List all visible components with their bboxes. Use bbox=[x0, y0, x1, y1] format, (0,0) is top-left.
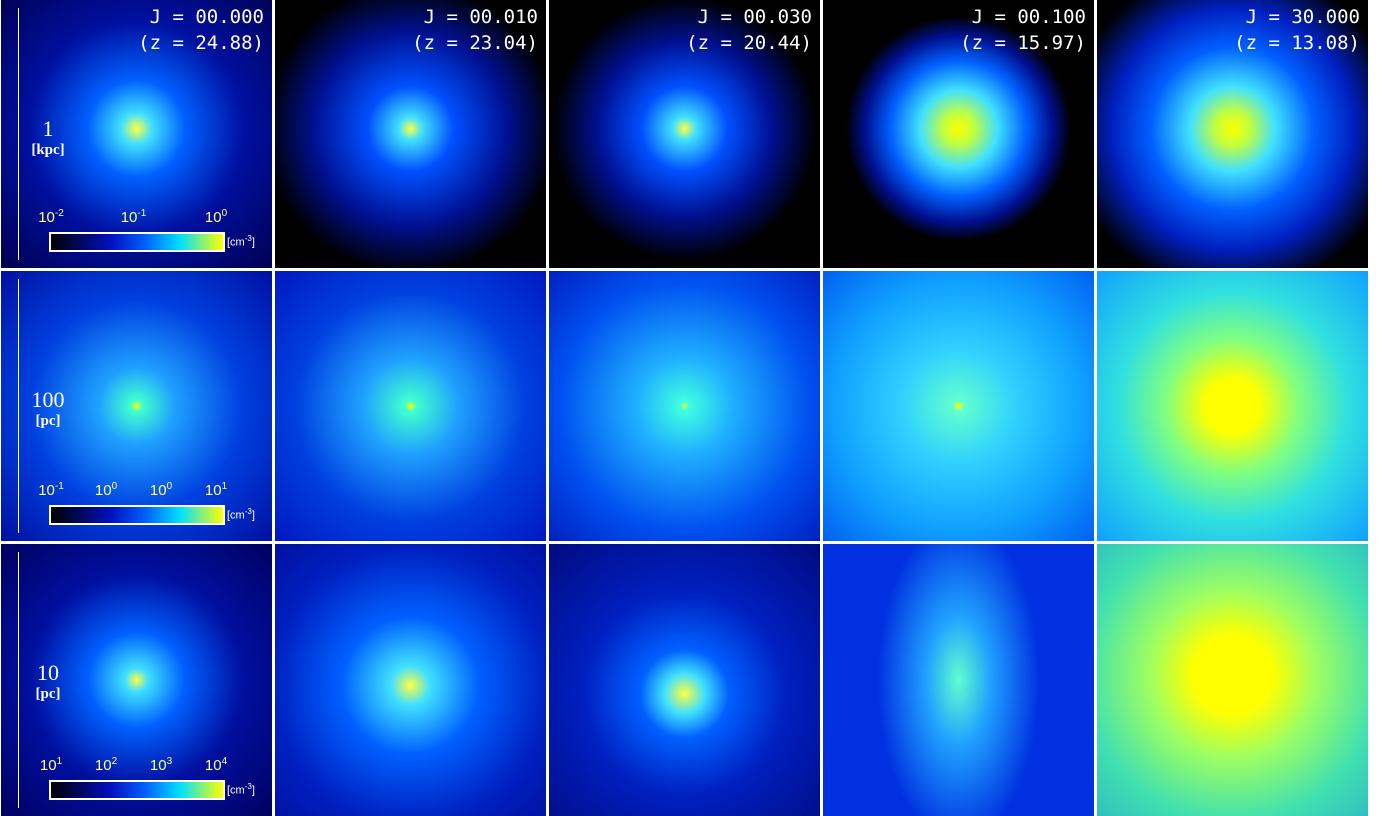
tick-base: 10 bbox=[205, 482, 222, 499]
panel bbox=[549, 271, 820, 541]
scale-arrow bbox=[18, 279, 19, 533]
tick-exponent: 3 bbox=[167, 756, 173, 767]
j-label: J = 00.100 bbox=[972, 6, 1086, 28]
unit-exponent: -3 bbox=[245, 234, 252, 243]
scale-arrow bbox=[18, 552, 19, 808]
unit-open: [cm bbox=[227, 237, 245, 249]
tick-exponent: -1 bbox=[137, 208, 146, 219]
panel: J = 00.100 (z = 15.97) bbox=[823, 0, 1094, 268]
panel bbox=[823, 544, 1094, 816]
colorbar-tick-label: 101 bbox=[40, 756, 62, 774]
tick-base: 10 bbox=[205, 209, 222, 226]
unit-exponent: -3 bbox=[245, 507, 252, 516]
colorbar-tick-label: 102 bbox=[95, 756, 117, 774]
tick-exponent: -1 bbox=[55, 481, 64, 492]
colorbar-tick-label: 100 bbox=[150, 481, 172, 499]
colorbar-tick-label: 103 bbox=[150, 756, 172, 774]
panel bbox=[275, 271, 546, 541]
tick-exponent: 2 bbox=[112, 756, 118, 767]
scale-unit: [pc] bbox=[23, 413, 73, 430]
j-label: J = 00.030 bbox=[698, 6, 812, 28]
tick-exponent: 0 bbox=[112, 481, 118, 492]
colorbar-tick-label: 10-1 bbox=[38, 481, 64, 499]
panel bbox=[1097, 544, 1368, 816]
j-label: J = 30.000 bbox=[1246, 6, 1360, 28]
tick-base: 10 bbox=[121, 209, 138, 226]
colorbar-unit: [cm-3] bbox=[227, 782, 255, 797]
panel: J = 30.000 (z = 13.08) bbox=[1097, 0, 1368, 268]
colorbar-tick-label: 101 bbox=[205, 481, 227, 499]
z-label: (z = 15.97) bbox=[960, 32, 1086, 54]
unit-exponent: -3 bbox=[245, 782, 252, 791]
tick-base: 10 bbox=[205, 757, 222, 774]
tick-exponent: -2 bbox=[55, 208, 64, 219]
colorbar bbox=[49, 232, 225, 252]
unit-close: ] bbox=[252, 785, 255, 797]
colorbar-tick-label: 10-1 bbox=[121, 208, 147, 226]
unit-close: ] bbox=[252, 510, 255, 522]
unit-open: [cm bbox=[227, 510, 245, 522]
tick-exponent: 0 bbox=[222, 208, 228, 219]
panel bbox=[549, 544, 820, 816]
j-label: J = 00.010 bbox=[424, 6, 538, 28]
z-label: (z = 24.88) bbox=[138, 32, 264, 54]
scale-value: 10 bbox=[23, 660, 73, 686]
scale-arrow bbox=[18, 8, 19, 260]
panel: J = 00.010 (z = 23.04) bbox=[275, 0, 546, 268]
tick-base: 10 bbox=[95, 757, 112, 774]
z-label: (z = 23.04) bbox=[412, 32, 538, 54]
tick-exponent: 4 bbox=[222, 756, 228, 767]
colorbar-tick-label: 100 bbox=[95, 481, 117, 499]
colorbar-unit: [cm-3] bbox=[227, 234, 255, 249]
tick-exponent: 0 bbox=[167, 481, 173, 492]
scale-value: 1 bbox=[23, 116, 73, 142]
scale-unit: [pc] bbox=[23, 686, 73, 703]
colorbar bbox=[49, 780, 225, 800]
colorbar-tick-label: 104 bbox=[205, 756, 227, 774]
scale-unit: [kpc] bbox=[23, 142, 73, 159]
unit-close: ] bbox=[252, 237, 255, 249]
colorbar-unit: [cm-3] bbox=[227, 507, 255, 522]
z-label: (z = 20.44) bbox=[686, 32, 812, 54]
z-label: (z = 13.08) bbox=[1234, 32, 1360, 54]
panel: J = 00.030 (z = 20.44) bbox=[549, 0, 820, 268]
tick-base: 10 bbox=[38, 209, 55, 226]
tick-base: 10 bbox=[150, 482, 167, 499]
tick-exponent: 1 bbox=[57, 756, 63, 767]
tick-base: 10 bbox=[150, 757, 167, 774]
panel bbox=[1097, 271, 1368, 541]
tick-base: 10 bbox=[38, 482, 55, 499]
tick-base: 10 bbox=[95, 482, 112, 499]
colorbar-tick-label: 10-2 bbox=[38, 208, 64, 226]
unit-open: [cm bbox=[227, 785, 245, 797]
panel bbox=[275, 544, 546, 816]
tick-base: 10 bbox=[40, 757, 57, 774]
tick-exponent: 1 bbox=[222, 481, 228, 492]
colorbar-tick-label: 100 bbox=[205, 208, 227, 226]
j-label: J = 00.000 bbox=[150, 6, 264, 28]
figure: J = 00.000(z = 24.88)1[kpc]10-210-1100[c… bbox=[0, 0, 1382, 816]
scale-value: 100 bbox=[23, 387, 73, 413]
panel bbox=[823, 271, 1094, 541]
colorbar bbox=[49, 505, 225, 525]
